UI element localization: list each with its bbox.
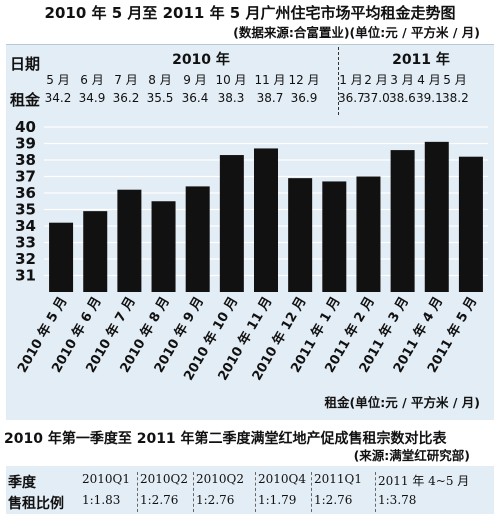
bar [219, 155, 244, 292]
month-cell: 11 月 [254, 73, 286, 87]
bar [117, 189, 142, 292]
rent-cell: 36.2 [112, 91, 140, 105]
rent-bar-chart: 31 32 33 34 35 36 37 38 39 40 2010 年 5 月 2010 年 6 月… [6, 115, 494, 420]
bar [322, 181, 347, 292]
chart-subtitle: (数据来源:合富置业)(单位:元 / 平方米 / 月) [233, 25, 480, 40]
column-separator [137, 472, 138, 512]
y-tick-label: 35 [15, 201, 36, 219]
bar [49, 222, 74, 292]
rent-cell: 38.3 [217, 91, 245, 105]
y-tick-label: 33 [15, 234, 36, 252]
month-cell: 3 月 [390, 73, 414, 87]
bar [356, 176, 381, 292]
ratio-cell: 1:1.79 [258, 493, 297, 507]
column-separator [311, 472, 312, 512]
month-cell: 4 月 [417, 73, 441, 87]
month-cell: 1 月 [339, 73, 363, 87]
column-separator [375, 472, 376, 512]
bar [458, 156, 483, 292]
month-cell: 12 月 [288, 73, 320, 87]
rent-cell: 38.7 [256, 91, 284, 105]
rent-cell: 39.1 [416, 91, 443, 105]
ratio-row-label: 售租比例 [8, 496, 64, 512]
y-tick-label: 39 [15, 135, 36, 153]
month-cell: 6 月 [80, 73, 104, 87]
y-tick-label: 32 [15, 250, 36, 268]
ratio-cell: 1:2.76 [314, 493, 353, 507]
bar [151, 201, 176, 292]
sales-rent-ratio-table: 季度 售租比例 2010Q1 1:1.83 2010Q2 1:2.76 2010Q2 1:… [6, 466, 494, 514]
rent-cell: 36.9 [290, 91, 318, 105]
month-cell: 2 月 [364, 73, 388, 87]
ratio-cell: 1:3.78 [378, 493, 417, 507]
period-cell: 2010Q1 [82, 472, 131, 486]
chart-title: 2010 年 5 月至 2011 年 5 月广州住宅市场平均租金走势图 [44, 4, 456, 22]
month-cell: 10 月 [215, 73, 247, 87]
rent-cell: 38.2 [442, 91, 469, 105]
month-cell: 9 月 [183, 73, 207, 87]
year-2011-header: 2011 年 [392, 52, 450, 68]
period-cell: 2010Q2 [196, 472, 245, 486]
ratio-cell: 1:2.76 [196, 493, 235, 507]
rent-data-table: 日期 租金 2010 年 2011 年 5 月 34.2 6 月 34.9 7 月 36.… [6, 44, 494, 115]
rent-cell: 34.2 [44, 91, 72, 105]
period-cell: 2010Q2 [140, 472, 189, 486]
month-cell: 7 月 [114, 73, 138, 87]
year-divider [338, 47, 339, 115]
y-tick-label: 38 [15, 151, 36, 169]
rent-cell: 36.4 [181, 91, 209, 105]
period-row-label: 季度 [8, 475, 36, 491]
bar [254, 148, 278, 292]
rent-cell: 36.7 [338, 91, 365, 105]
y-tick-label: 31 [15, 267, 36, 285]
bar [83, 211, 108, 292]
y-tick-label: 34 [15, 217, 36, 235]
rent-cell: 37.0 [363, 91, 390, 105]
column-separator [193, 472, 194, 512]
table2-subtitle: (来源:满堂红研究部) [353, 448, 470, 463]
table2-title: 2010 年第一季度至 2011 年第二季度满堂红地产促成售租宗数对比表 [4, 431, 447, 447]
rent-cell: 34.9 [78, 91, 106, 105]
year-2010-header: 2010 年 [172, 52, 230, 68]
period-cell: 2011Q1 [314, 472, 363, 486]
period-cell: 2011 年 4~5 月 [378, 474, 470, 488]
y-axis-unit-label: 租金(单位:元 / 平方米 / 月) [324, 395, 480, 410]
month-cell: 5 月 [46, 73, 70, 87]
y-tick-label: 36 [15, 184, 36, 202]
rent-cell: 38.6 [389, 91, 416, 105]
bar [185, 186, 210, 292]
rent-cell: 35.5 [146, 91, 174, 105]
ratio-cell: 1:2.76 [140, 493, 179, 507]
bar [390, 150, 415, 292]
column-separator [255, 472, 256, 512]
date-row-label: 日期 [10, 55, 41, 73]
bar [424, 141, 449, 292]
ratio-cell: 1:1.83 [82, 493, 121, 507]
rent-row-label: 租金 [10, 91, 41, 109]
period-cell: 2010Q4 [258, 472, 307, 486]
month-cell: 5 月 [443, 73, 467, 87]
y-tick-label: 37 [15, 168, 36, 186]
month-cell: 8 月 [148, 73, 172, 87]
y-tick-label: 40 [15, 118, 36, 136]
bar [288, 178, 313, 292]
